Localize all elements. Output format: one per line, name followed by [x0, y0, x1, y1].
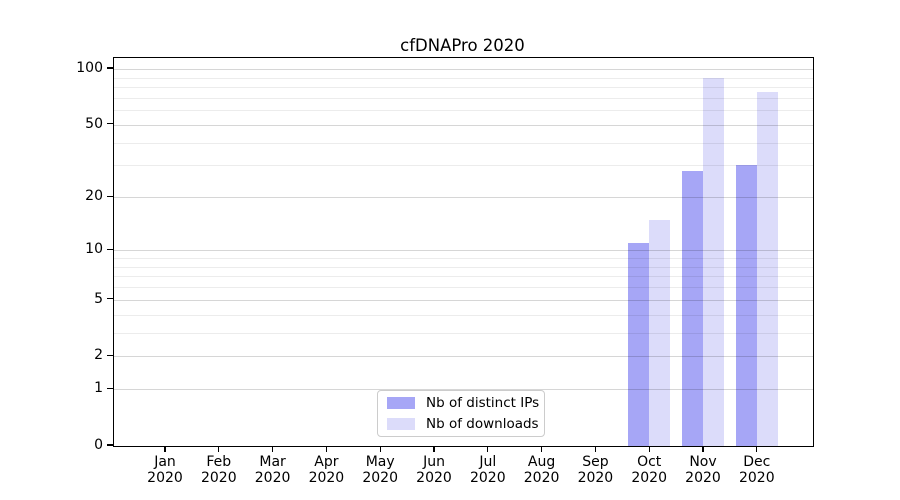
- x-axis-tick-label-line: Apr: [314, 454, 339, 470]
- x-axis-tick-label-line: 2020: [362, 470, 398, 486]
- x-axis-tick-label-nov: Nov 2020: [673, 454, 733, 486]
- y-axis-tick-label-1: 1: [94, 380, 103, 397]
- gridline-minor-4: [114, 314, 813, 316]
- legend: Nb of distinct IPs Nb of downloads: [377, 390, 545, 437]
- gridline-minor-3: [114, 332, 813, 334]
- y-axis-tick-mark-20: [107, 195, 113, 197]
- y-axis-tick-label-10: 10: [85, 241, 103, 258]
- bar-distinct-ips: [628, 243, 650, 446]
- x-axis-tick-mark-11: [702, 446, 704, 452]
- x-axis-tick-label-line: 2020: [631, 470, 667, 486]
- x-axis-tick-mark-4: [325, 446, 327, 452]
- y-axis-tick-mark-50: [107, 123, 113, 125]
- legend-label-downloads: Nb of downloads: [426, 416, 539, 432]
- gridline-major-10: [114, 250, 813, 252]
- gridline-minor-9: [114, 257, 813, 259]
- x-axis-tick-label-apr: Apr 2020: [296, 454, 356, 486]
- gridline-minor-60: [114, 110, 813, 112]
- x-axis-tick-label-line: Sep: [582, 454, 609, 470]
- x-axis-tick-label-line: Nov: [689, 454, 717, 470]
- gridline-minor-40: [114, 142, 813, 144]
- x-axis-tick-label-aug: Aug 2020: [512, 454, 572, 486]
- bar-downloads: [756, 92, 778, 446]
- x-axis-tick-label-line: 2020: [523, 470, 560, 486]
- x-axis-tick-label-line: 2020: [577, 470, 614, 486]
- y-axis-tick-mark-2: [107, 354, 113, 356]
- x-axis-tick-label-line: Oct: [637, 454, 662, 470]
- legend-item-downloads: Nb of downloads: [387, 416, 539, 432]
- y-axis-tick-label-100: 100: [76, 60, 103, 76]
- x-axis-tick-label-line: 2020: [738, 470, 775, 486]
- x-axis-tick-label-line: 2020: [416, 470, 452, 486]
- x-axis-tick-label-sep: Sep 2020: [565, 454, 625, 486]
- legend-item-distinct-ips: Nb of distinct IPs: [387, 395, 539, 411]
- x-axis-tick-mark-9: [594, 446, 596, 452]
- x-axis-tick-label-line: Jun: [423, 454, 445, 470]
- x-axis-tick-label-jul: Jul 2020: [458, 454, 518, 486]
- gridline-minor-6: [114, 287, 813, 289]
- x-axis-tick-label-may: May 2020: [350, 454, 410, 486]
- gridline-minor-80: [114, 87, 813, 89]
- y-axis-tick-mark-5: [107, 298, 113, 300]
- x-axis-tick-label-line: Jan: [154, 454, 176, 470]
- x-axis-tick-label-line: Aug: [527, 454, 556, 470]
- x-axis-tick-label-line: 2020: [200, 470, 237, 486]
- y-axis-tick-mark-100: [107, 67, 113, 69]
- x-axis-tick-label-line: Feb: [206, 454, 232, 470]
- y-axis-tick-mark-0: [107, 444, 113, 446]
- x-axis-tick-label-jan: Jan 2020: [135, 454, 195, 486]
- x-axis-tick-mark-7: [487, 446, 489, 452]
- x-axis-tick-label-dec: Dec 2020: [727, 454, 787, 486]
- x-axis-tick-mark-6: [433, 446, 435, 452]
- bar-distinct-ips: [735, 165, 757, 446]
- gridline-major-100: [114, 69, 813, 70]
- x-axis-tick-label-line: May: [365, 454, 395, 470]
- x-axis-tick-mark-1: [164, 446, 166, 452]
- gridline-minor-70: [114, 97, 813, 99]
- x-axis-tick-mark-3: [272, 446, 274, 452]
- x-axis-tick-mark-2: [218, 446, 220, 452]
- gridline-major-20: [114, 197, 813, 199]
- gridline-minor-30: [114, 165, 813, 167]
- plot-area: [113, 57, 814, 447]
- x-axis-tick-label-line: 2020: [469, 470, 506, 486]
- x-axis-tick-label-line: 2020: [254, 470, 291, 486]
- x-axis-tick-label-jun: Jun 2020: [404, 454, 464, 486]
- gridline-major-1: [114, 389, 813, 391]
- y-axis-tick-label-20: 20: [85, 188, 103, 205]
- x-axis-tick-label-line: 2020: [147, 470, 183, 486]
- gridline-minor-7: [114, 276, 813, 278]
- y-axis-tick-mark-10: [107, 248, 113, 250]
- x-axis-tick-mark-12: [756, 446, 758, 452]
- x-axis-tick-mark-10: [648, 446, 650, 452]
- gridline-major-2: [114, 356, 813, 358]
- y-axis-tick-label-5: 5: [94, 290, 103, 307]
- y-axis-tick-label-0: 0: [94, 437, 103, 453]
- x-axis-tick-label-mar: Mar 2020: [243, 454, 303, 486]
- chart-title: cfDNAPro 2020: [400, 36, 525, 55]
- x-axis-tick-label-line: Jul: [479, 454, 497, 470]
- x-axis-tick-mark-5: [379, 446, 381, 452]
- y-axis-tick-mark-1: [107, 387, 113, 389]
- gridline-minor-8: [114, 266, 813, 268]
- legend-swatch-distinct-ips: [387, 397, 415, 409]
- gridline-minor-90: [114, 77, 813, 79]
- x-axis-tick-label-line: 2020: [685, 470, 721, 486]
- x-axis-tick-label-oct: Oct 2020: [619, 454, 679, 486]
- bar-downloads: [649, 219, 671, 446]
- x-axis-tick-label-line: 2020: [308, 470, 345, 486]
- y-axis-tick-label-2: 2: [94, 347, 103, 364]
- x-axis-tick-label-line: Mar: [259, 454, 286, 470]
- gridline-major-50: [114, 124, 813, 126]
- bar-downloads: [703, 77, 724, 446]
- x-axis-tick-label-line: Dec: [743, 454, 771, 470]
- legend-swatch-downloads: [387, 418, 415, 430]
- legend-label-distinct-ips: Nb of distinct IPs: [426, 395, 540, 411]
- gridline-major-5: [114, 299, 813, 301]
- y-axis-tick-label-50: 50: [85, 115, 103, 132]
- x-axis-tick-label-feb: Feb 2020: [189, 454, 249, 486]
- x-axis-tick-mark-8: [541, 446, 543, 452]
- bar-distinct-ips: [682, 170, 703, 446]
